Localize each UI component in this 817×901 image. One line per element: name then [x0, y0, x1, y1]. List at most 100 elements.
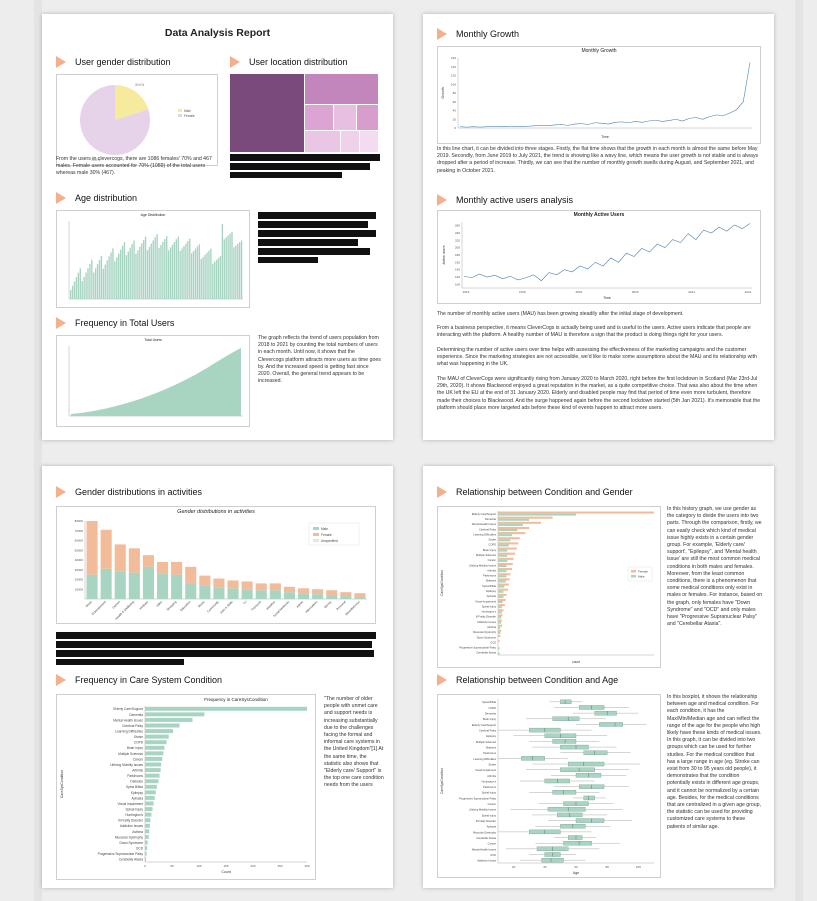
care-ytick: Diabetes: [130, 780, 143, 784]
age-bar: [93, 272, 95, 299]
age-bar: [154, 237, 156, 299]
care-ytick: Dementia: [129, 713, 143, 717]
activities-legend-swatch: [313, 533, 319, 536]
condgender-bar-female: [498, 609, 504, 612]
age-bar: [164, 239, 166, 299]
care-xtick: 200: [250, 864, 255, 868]
condgender-bar-female: [498, 578, 510, 581]
age-bar: [223, 239, 225, 299]
condgender-legend-swatch: [631, 570, 636, 573]
age-bar: [233, 247, 235, 299]
activity-bar-female: [227, 580, 239, 589]
condgender-ytick: Ill Frailty Disorder: [476, 615, 496, 619]
age-bar: [183, 245, 185, 299]
mau-xlabel: Time: [603, 296, 611, 300]
age-bar: [125, 255, 128, 299]
condgender-bar-female: [498, 604, 506, 607]
activity-bar-male: [142, 566, 154, 599]
care-bar: [145, 773, 160, 778]
growth-description: In this line chart, it can be divided in…: [437, 146, 759, 174]
care-ytick: Aphasia: [131, 796, 143, 800]
activities-legend-box: [308, 522, 360, 546]
activity-bar-male: [241, 589, 253, 599]
age-bar: [181, 248, 183, 299]
activity-bar-female: [312, 589, 324, 595]
care-ytick: Spinal Injury: [125, 807, 143, 811]
condage-ytick: Cancer: [488, 842, 496, 846]
location-heading: User location distribution: [230, 56, 348, 68]
age-bar: [139, 246, 141, 299]
heading-marker-icon: [230, 56, 240, 68]
mau-line-svg: 100 120 140 160 180 200 220 240 260 2019 2019 2020 2…: [442, 222, 752, 300]
activity-bar-female: [269, 583, 281, 591]
condage-xtick: 100: [636, 865, 641, 869]
condgender-bar-female: [498, 593, 507, 596]
condgender-ytick: Epilepsy: [486, 589, 497, 593]
condage-ytick: Addiction Issues: [477, 859, 497, 863]
care-ytick: Huntington's: [125, 813, 143, 817]
page-gutter-right: [795, 0, 803, 901]
condage-ytick: Spinal Injury: [482, 791, 497, 795]
legend-label-female: Female: [184, 114, 195, 118]
condgender-bar-male: [498, 554, 508, 557]
growth-ytick: 80: [453, 91, 457, 95]
report-title: Data Analysis Report: [164, 27, 271, 39]
activities-xtick: Alternatives: [304, 600, 318, 614]
activities-ytick: 10000: [75, 587, 84, 591]
age-bar: [96, 264, 99, 299]
age-bar: [160, 245, 162, 299]
condgender-ytick: Addiction Issues: [477, 620, 497, 624]
redacted-text: [56, 641, 372, 648]
redacted-text: [258, 257, 318, 263]
care-bar: [145, 801, 154, 806]
age-bar: [91, 259, 93, 299]
activity-bar-male: [312, 594, 324, 599]
redacted-text: [56, 632, 376, 639]
care-bar: [145, 795, 155, 800]
care-xtick: 150: [223, 864, 228, 868]
condgender-bar-male: [498, 621, 502, 624]
report-page-3: Gender distributions in activities Gende…: [42, 466, 393, 888]
age-bar: [127, 251, 129, 299]
condgender-ytick: Cancer: [488, 558, 496, 562]
age-bar: [235, 245, 237, 299]
condgender-ytick: OCD: [490, 640, 496, 644]
condage-ylabel: CareSysCondition: [440, 768, 444, 794]
care-ytick: Ill Frailty Disorder: [118, 819, 144, 823]
condgender-ylabel: CareSysCondition: [440, 570, 444, 596]
care-ytick: Progressive Supranuclear Palsy: [98, 852, 144, 856]
age-bar: [152, 240, 154, 299]
age-bar: [123, 241, 126, 299]
age-bar: [212, 263, 214, 299]
condage-ytick: Progressive Supranuclear Palsy: [459, 796, 497, 800]
activity-bar-male: [171, 574, 183, 599]
mau-line: [463, 223, 751, 282]
age-bar: [98, 259, 101, 299]
heading-marker-icon: [437, 674, 447, 686]
age-bar: [192, 250, 195, 299]
pie-slice-male: [115, 85, 149, 120]
condgender-ytick: Stroke: [489, 538, 497, 542]
condgender-bar-male: [498, 559, 508, 562]
condgender-bar-female: [498, 557, 514, 560]
care-ytick: Visual Impairment: [118, 802, 144, 806]
condgender-bar-female: [498, 552, 516, 555]
condgender-xlabel: count: [572, 660, 580, 664]
activities-xtick: Video: [155, 600, 163, 608]
condgender-bar-female: [498, 511, 654, 514]
condgender-ytick: Arthritis: [487, 568, 496, 572]
condgender-ytick: Elderly Care/Support: [472, 512, 496, 516]
activity-bar-male: [326, 595, 338, 599]
condgender-bar-female: [498, 583, 509, 586]
age-histogram-svg: [68, 221, 243, 300]
activities-chart-title: Gender distributions in activities: [177, 509, 255, 515]
legend-swatch-male: [178, 109, 182, 112]
redacted-text: [258, 230, 376, 237]
redacted-text: [258, 248, 370, 255]
mau-xtick: 2020: [632, 290, 639, 294]
condage-box: [552, 716, 580, 721]
activity-bar-female: [86, 521, 98, 575]
care-bar: [145, 790, 156, 795]
age-bar: [225, 237, 227, 299]
